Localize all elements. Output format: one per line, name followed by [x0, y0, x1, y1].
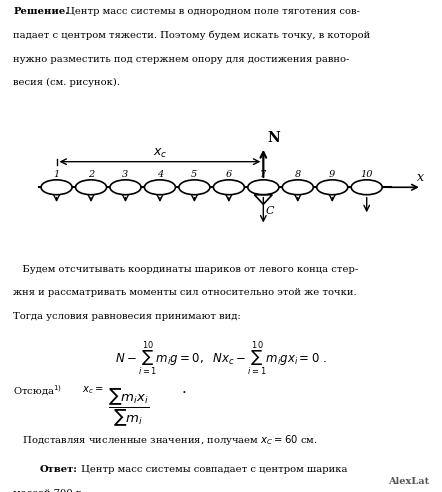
Text: Центр масс системы совпадает с центром шарика: Центр масс системы совпадает с центром ш… — [78, 465, 348, 474]
Text: 4: 4 — [157, 170, 163, 179]
Text: жня и рассматривать моменты сил относительно этой же точки.: жня и рассматривать моменты сил относите… — [13, 288, 357, 297]
Text: 5: 5 — [191, 170, 198, 179]
Text: 6: 6 — [226, 170, 232, 179]
Text: $x_c$: $x_c$ — [153, 147, 167, 160]
Text: $\dfrac{\sum m_i x_i}{\sum m_i}$: $\dfrac{\sum m_i x_i}{\sum m_i}$ — [108, 386, 149, 428]
Text: x: x — [417, 171, 424, 184]
Text: Отсюда$^{1)}$: Отсюда$^{1)}$ — [13, 384, 62, 398]
Circle shape — [76, 180, 107, 195]
Text: Ответ:: Ответ: — [40, 465, 78, 474]
Circle shape — [351, 180, 382, 195]
Text: массой 700 г.: массой 700 г. — [13, 489, 84, 492]
Text: Решение.: Решение. — [13, 7, 69, 16]
Circle shape — [317, 180, 348, 195]
Circle shape — [213, 180, 244, 195]
Text: Центр масс системы в однородном поле тяготения сов-: Центр масс системы в однородном поле тяг… — [63, 7, 360, 16]
Circle shape — [41, 180, 72, 195]
Text: Будем отсчитывать координаты шариков от левого конца стер-: Будем отсчитывать координаты шариков от … — [13, 265, 358, 274]
Text: Тогда условия равновесия принимают вид:: Тогда условия равновесия принимают вид: — [13, 312, 241, 321]
Text: 7: 7 — [260, 170, 267, 179]
Text: весия (см. рисунок).: весия (см. рисунок). — [13, 78, 120, 88]
Text: 2: 2 — [88, 170, 94, 179]
Text: 9: 9 — [329, 170, 335, 179]
Text: падает с центром тяжести. Поэтому будем искать точку, в которой: падает с центром тяжести. Поэтому будем … — [13, 31, 370, 40]
Text: $x_c = $: $x_c = $ — [82, 384, 103, 396]
Text: нужно разместить под стержнем опору для достижения равно-: нужно разместить под стержнем опору для … — [13, 55, 350, 63]
Text: .: . — [181, 382, 186, 396]
Text: 8: 8 — [295, 170, 301, 179]
Circle shape — [248, 180, 279, 195]
Text: 1: 1 — [53, 170, 60, 179]
Text: 3: 3 — [122, 170, 129, 179]
Text: $N - \sum_{i=1}^{10}m_ig = 0,\ \ Nx_c - \sum_{i=1}^{10}m_igx_i = 0\ .$: $N - \sum_{i=1}^{10}m_ig = 0,\ \ Nx_c - … — [115, 339, 327, 377]
Text: C: C — [266, 206, 274, 216]
Circle shape — [110, 180, 141, 195]
Circle shape — [282, 180, 313, 195]
Circle shape — [145, 180, 175, 195]
Circle shape — [179, 180, 210, 195]
Text: Подставляя численные значения, получаем $x_C = 60$ см.: Подставляя численные значения, получаем … — [13, 433, 318, 447]
Text: N: N — [267, 131, 280, 145]
Text: AlexLat: AlexLat — [388, 477, 429, 486]
Text: 10: 10 — [361, 170, 373, 179]
